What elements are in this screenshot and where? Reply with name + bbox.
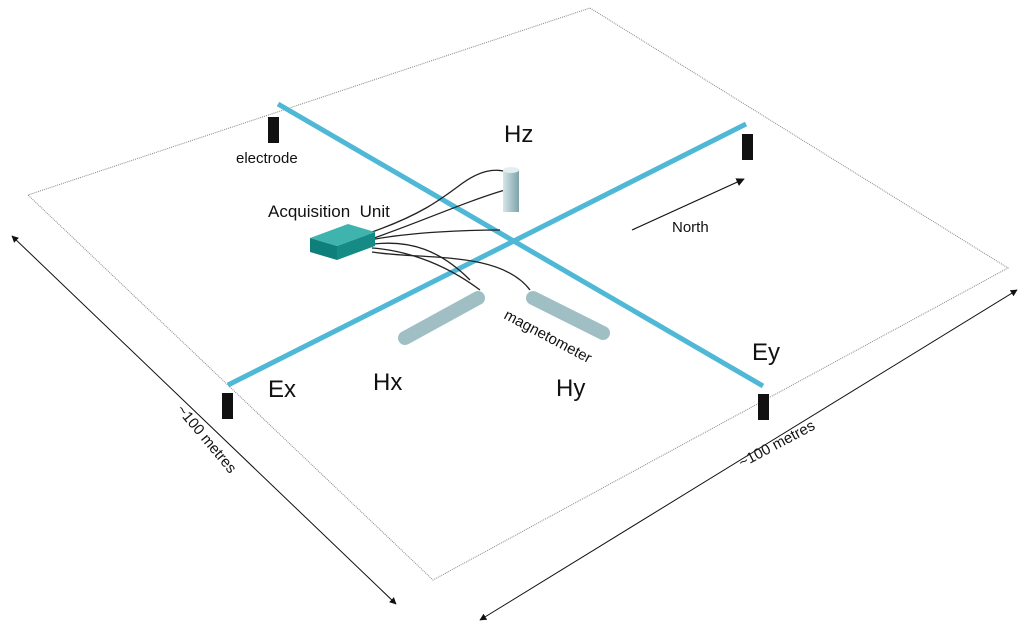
electrode <box>742 134 753 160</box>
ex-line <box>226 121 748 388</box>
hz-sensor <box>503 167 519 212</box>
dimension-arrow <box>479 289 1018 621</box>
electrode <box>268 117 279 143</box>
electrode <box>222 393 233 419</box>
ey-label: Ey <box>752 339 780 366</box>
north-arrow <box>631 178 745 231</box>
acquisition-box <box>310 224 375 260</box>
electrode-label: electrode <box>236 150 298 167</box>
electrode <box>758 394 769 420</box>
hx-sensor <box>398 291 485 345</box>
hx-label: Hx <box>373 369 402 396</box>
dimension-label: ~100 metres <box>736 417 818 471</box>
acquisition-label: Acquisition Unit <box>268 202 390 221</box>
north-label: North <box>672 219 709 236</box>
hy-label: Hy <box>556 375 585 402</box>
ex-label: Ex <box>268 376 296 403</box>
dimension-arrow <box>11 235 397 605</box>
ground-plane <box>27 7 1009 581</box>
hz-label: Hz <box>504 121 533 148</box>
